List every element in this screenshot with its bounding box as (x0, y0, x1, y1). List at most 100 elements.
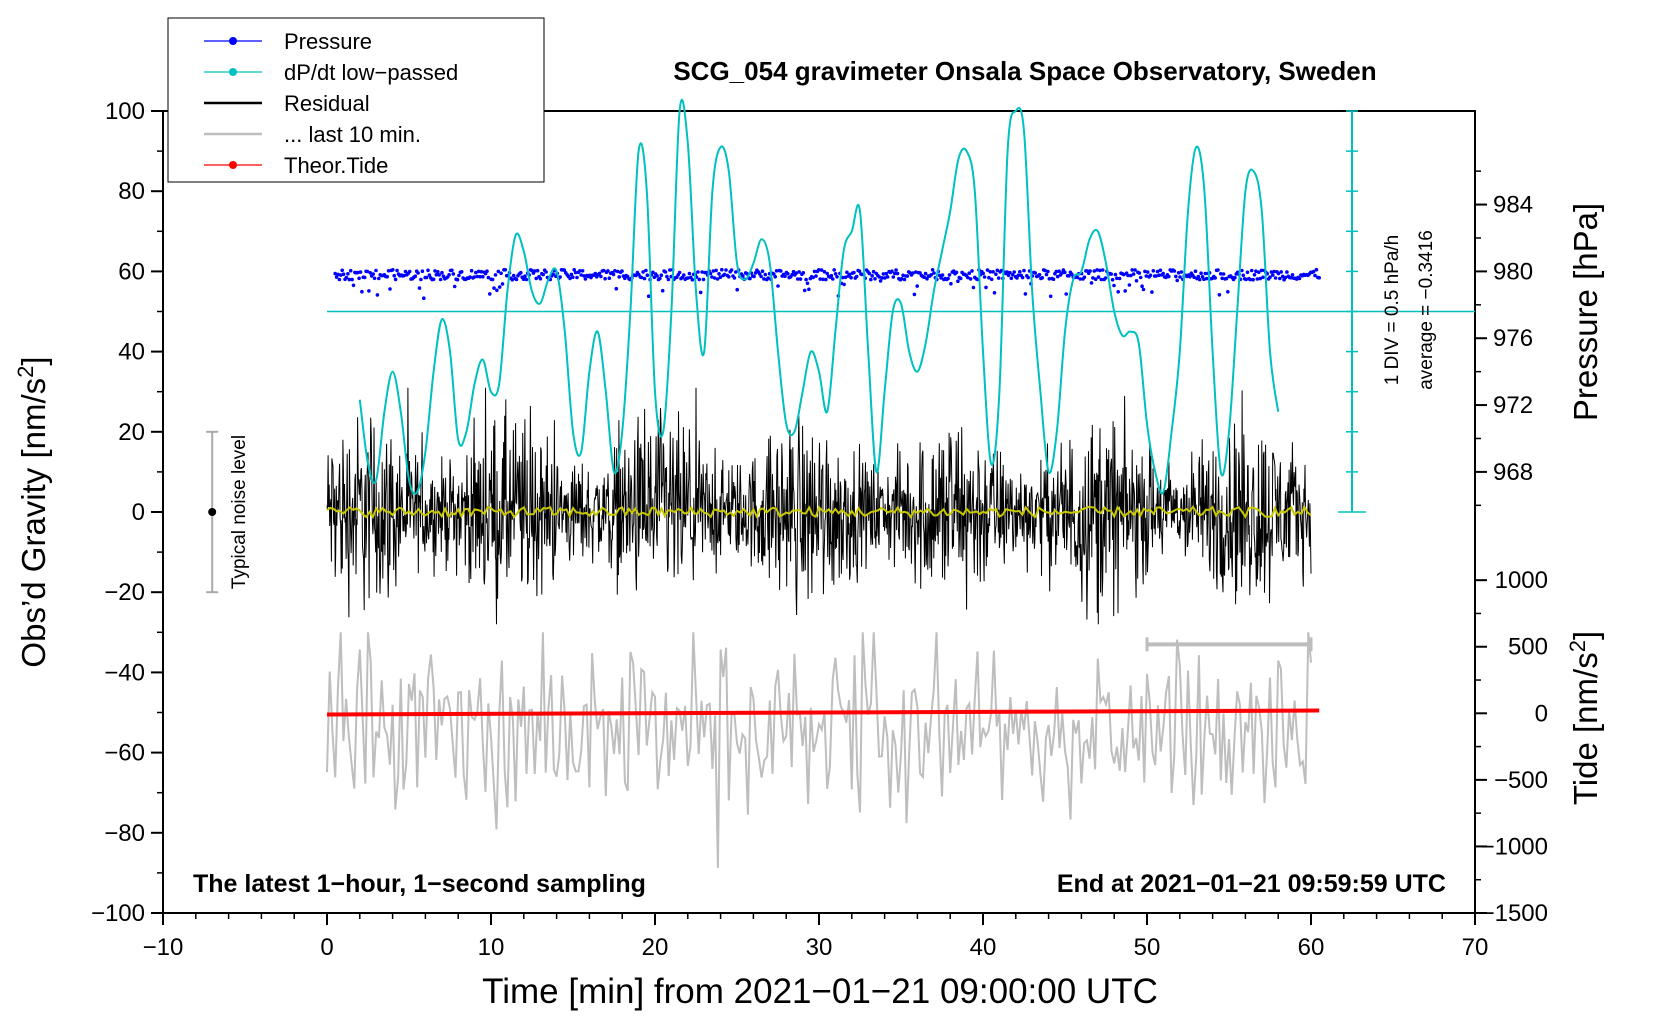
y-tick-label: 20 (118, 419, 145, 446)
pressure-point (1252, 273, 1257, 277)
pressure-point (434, 272, 439, 277)
residual-smoothed-line (326, 505, 1312, 520)
pressure-point (1240, 268, 1244, 273)
pressure-point (450, 268, 454, 273)
pressure-point (651, 270, 655, 275)
pressure-point (949, 281, 953, 286)
pressure-point (883, 276, 887, 280)
pressure-point (892, 271, 897, 276)
pressure-point (1213, 276, 1217, 280)
pressure-point (1179, 270, 1184, 274)
pressure-point (438, 277, 443, 282)
pressure-point (1095, 268, 1099, 272)
tide-tick-label: −1000 (1481, 833, 1548, 860)
pressure-point (1093, 277, 1098, 282)
pressure-point (925, 277, 929, 281)
legend-label: Pressure (284, 29, 372, 54)
pressure-point (1219, 272, 1223, 276)
pressure-point (847, 272, 852, 277)
y-tick-label: 40 (118, 339, 145, 366)
pressure-point (391, 268, 395, 272)
pressure-point (902, 277, 907, 282)
pressure-point (1123, 289, 1127, 293)
pressure-point (1088, 269, 1092, 273)
pressure-point (606, 269, 610, 273)
pressure-point (1278, 276, 1282, 281)
pressure-point (360, 289, 364, 294)
pressure-point (1158, 268, 1163, 273)
pressure-point (344, 275, 349, 280)
pressure-point (871, 269, 876, 274)
legend-box (167, 17, 545, 183)
pressure-point (711, 269, 716, 273)
tide-tick-label: 0 (1535, 700, 1548, 727)
pressure-point (932, 271, 936, 275)
pressure-point (829, 273, 834, 278)
pressure-point (852, 270, 856, 275)
pressure-point (340, 268, 345, 273)
pressure-point (1176, 271, 1181, 275)
pressure-point (1314, 267, 1319, 272)
pressure-point (558, 275, 562, 279)
pressure-point (1174, 274, 1178, 279)
pressure-point (607, 276, 612, 281)
pressure-point (1172, 269, 1177, 273)
pressure-point (644, 268, 648, 273)
pressure-point (659, 273, 664, 278)
pressure-point (845, 270, 849, 275)
pressure-point (940, 273, 945, 277)
pressure-point (840, 275, 845, 280)
pressure-point (582, 274, 586, 278)
pressure-point (1311, 269, 1316, 274)
pressure-point (660, 288, 665, 293)
pressure-point (459, 270, 464, 274)
y-tick-label: 100 (105, 98, 145, 125)
pressure-point (533, 269, 537, 273)
pressure-point (1202, 277, 1206, 282)
pressure-point (334, 275, 339, 279)
pressure-point (468, 275, 472, 279)
pressure-point (1317, 276, 1321, 280)
pressure-point (1133, 268, 1137, 272)
y-axis-label-tide: Tide [nm/s2] (1565, 631, 1605, 805)
pressure-point (1150, 290, 1154, 294)
pressure-point (424, 275, 429, 280)
y-tick-label: −100 (91, 900, 145, 927)
pressure-point (524, 277, 529, 282)
pressure-point (1178, 275, 1182, 279)
pressure-point (753, 271, 758, 275)
pressure-point (1138, 275, 1143, 280)
pressure-point (511, 273, 516, 278)
pressure-point (1151, 269, 1156, 273)
pressure-tick-label: 976 (1493, 325, 1533, 352)
pressure-point (1290, 273, 1295, 277)
pressure-point (1043, 268, 1047, 273)
pressure-point (427, 273, 432, 277)
pressure-point (433, 269, 437, 273)
pressure-point (652, 275, 657, 280)
pressure-point (1117, 276, 1122, 281)
pressure-point (991, 270, 995, 274)
pressure-point (1022, 268, 1026, 273)
pressure-point (1037, 272, 1042, 277)
pressure-point (1257, 270, 1261, 275)
pressure-point (885, 275, 890, 279)
pressure-point (375, 293, 380, 297)
pressure-point (362, 275, 367, 280)
pressure-point (805, 281, 810, 286)
pressure-point (420, 269, 425, 274)
pressure-point (386, 269, 391, 273)
pressure-point (954, 270, 959, 275)
pressure-point (523, 274, 527, 279)
pressure-point (416, 271, 420, 275)
pressure-point (1005, 270, 1009, 274)
pressure-point (825, 271, 829, 276)
pressure-point (1116, 290, 1120, 294)
pressure-point (593, 271, 598, 276)
pressure-point (734, 270, 738, 274)
pressure-point (812, 269, 817, 274)
y-tick-label: 0 (132, 499, 145, 526)
legend-label: Residual (284, 91, 370, 116)
pressure-tick-label: 968 (1493, 459, 1533, 486)
pressure-point (666, 277, 671, 282)
